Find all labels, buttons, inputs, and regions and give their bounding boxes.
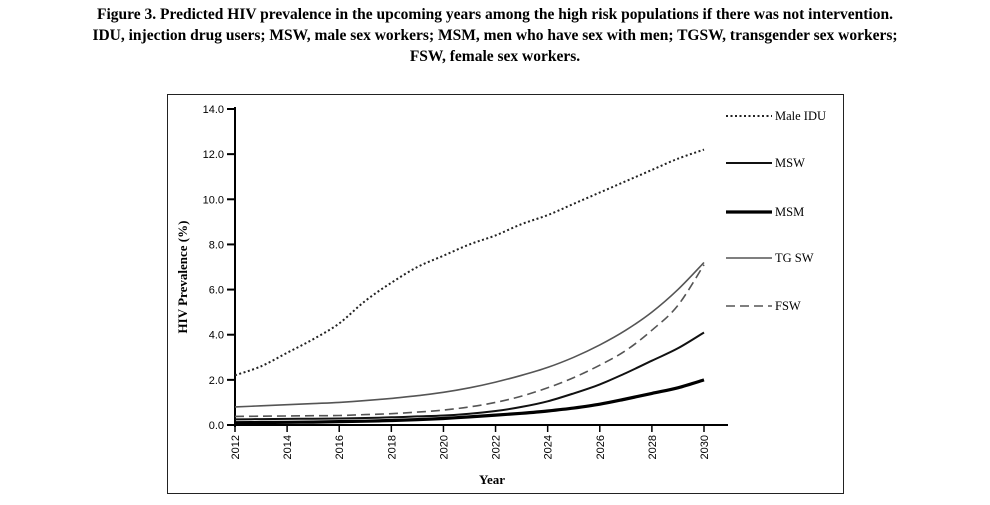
series-line-male-idu: [234, 148, 705, 377]
x-tick-label: 2030: [699, 435, 711, 459]
caption-line-2: IDU, injection drug users; MSW, male sex…: [92, 27, 898, 44]
y-tick-label: 0.0: [209, 420, 224, 432]
x-tick-label: 2022: [491, 435, 503, 459]
x-tick-label: 2012: [230, 435, 242, 459]
figure-caption: Figure 3. Predicted HIV prevalence in th…: [0, 4, 990, 67]
x-tick-label: 2020: [438, 435, 450, 459]
y-tick-label: 14.0: [203, 104, 224, 116]
x-tick-label: 2018: [386, 435, 398, 459]
x-tick-label: 2024: [543, 435, 555, 459]
series-line-tg-sw: [234, 261, 705, 408]
x-tick-label: 2014: [282, 435, 294, 459]
legend-label-msm: MSM: [775, 205, 804, 219]
y-tick-label: 6.0: [209, 285, 224, 297]
caption-line-3: FSW, female sex workers.: [409, 48, 581, 65]
x-axis-label: Year: [479, 472, 505, 487]
y-tick-label: 12.0: [203, 149, 224, 161]
y-tick-label: 2.0: [209, 375, 224, 387]
y-axis-label: HIV Prevalence (%): [175, 221, 190, 334]
legend-label-male-idu: Male IDU: [775, 109, 826, 123]
chart-frame: [167, 94, 844, 494]
caption-line-1: Figure 3. Predicted HIV prevalence in th…: [97, 6, 893, 23]
x-tick-label: 2026: [595, 435, 607, 459]
series-line-msw: [234, 331, 705, 421]
y-tick-label: 10.0: [203, 194, 224, 206]
series-line-fsw: [234, 264, 705, 418]
legend-label-tg-sw: TG SW: [775, 251, 814, 265]
legend-label-fsw: FSW: [775, 299, 801, 313]
y-tick-label: 4.0: [209, 330, 224, 342]
y-tick-label: 8.0: [209, 239, 224, 251]
series-line-msm: [234, 378, 705, 425]
legend-label-msw: MSW: [775, 156, 805, 170]
x-tick-label: 2016: [334, 435, 346, 459]
x-tick-label: 2028: [647, 435, 659, 459]
